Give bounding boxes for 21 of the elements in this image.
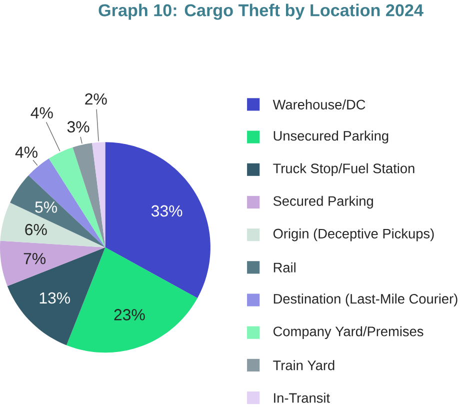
legend-label: Train Yard	[273, 360, 334, 370]
data-label: 33%	[151, 205, 182, 217]
legend-label: Warehouse/DC	[272, 100, 366, 110]
data-label: 4%	[15, 146, 38, 158]
legend-label: In-Transit	[274, 392, 330, 403]
data-label: 13%	[40, 292, 70, 304]
legend-label: Origin (Deceptive Pickups)	[273, 228, 434, 242]
data-label: 2%	[85, 94, 107, 105]
legend-label: Destination (Last-Mile Courier)	[274, 294, 458, 307]
data-label: 7%	[24, 253, 46, 264]
legend-label: Secured Parking	[273, 196, 373, 209]
data-label: 6%	[25, 224, 47, 236]
data-label: 4%	[30, 107, 53, 119]
legend-label: Truck Stop/Fuel Station	[273, 163, 414, 176]
data-label: 5%	[35, 202, 58, 213]
data-label: 3%	[67, 121, 90, 133]
chart-title: Graph 10: Cargo Theft by Location 2024	[98, 4, 424, 20]
legend-label: Rail	[274, 262, 296, 273]
legend-label: Company Yard/Premises	[273, 326, 424, 340]
legend-label: Unsecured Parking	[274, 130, 388, 144]
data-label: 23%	[114, 309, 145, 321]
